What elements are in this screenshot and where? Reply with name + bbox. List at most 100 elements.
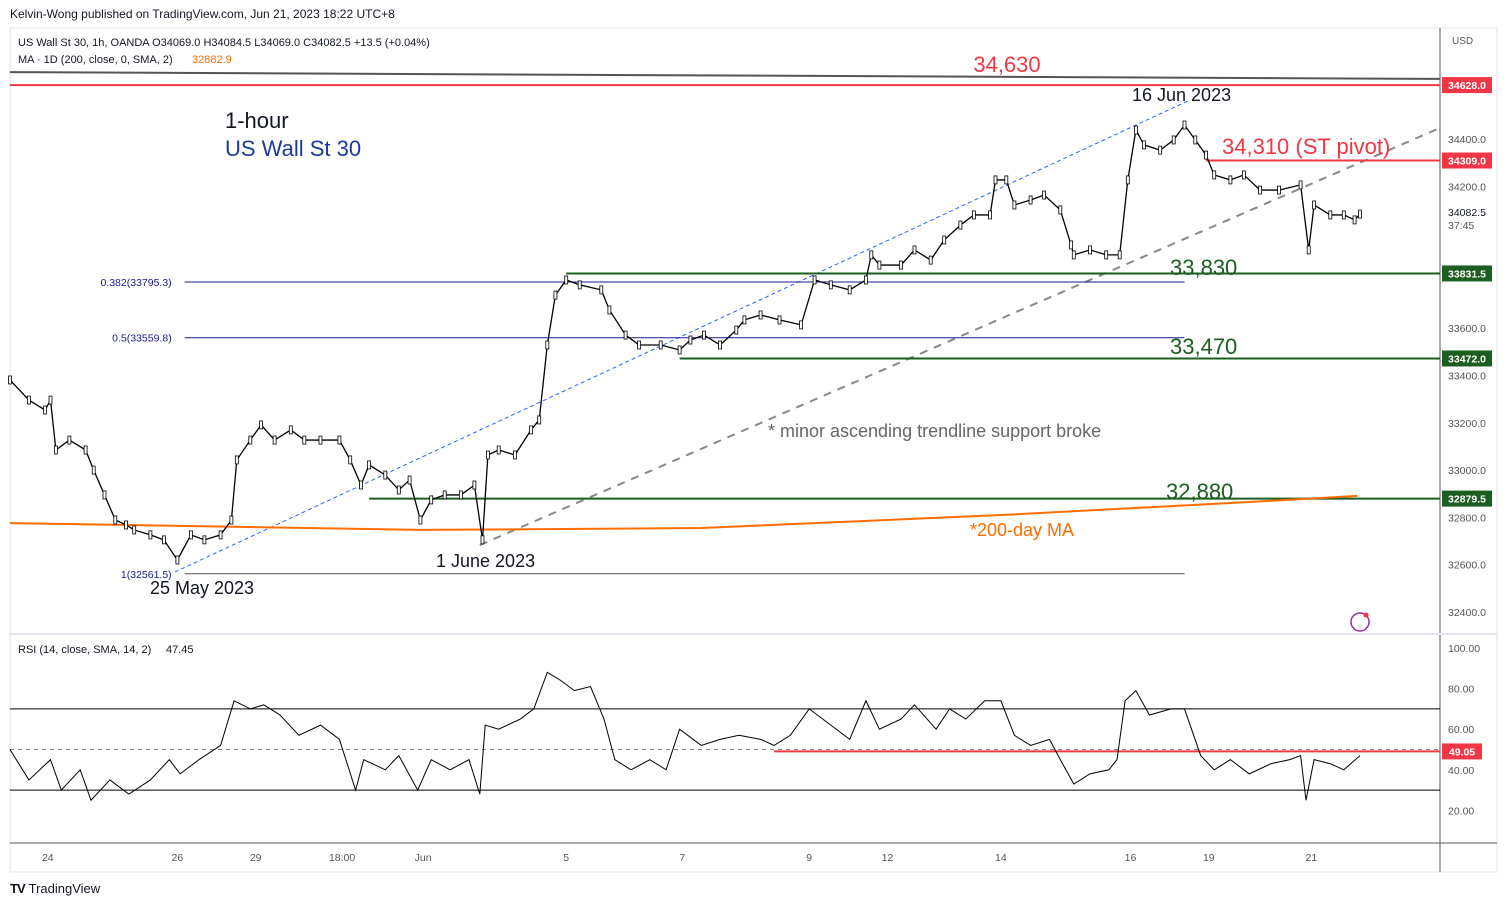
last-price-label: 34082.5 <box>1448 207 1486 219</box>
price-tick-label: 33200.0 <box>1448 418 1486 430</box>
price-tick-label: 33400.0 <box>1448 371 1486 383</box>
ma-legend-value: 32882.9 <box>192 54 232 66</box>
time-tick-label: 9 <box>806 852 812 864</box>
rsi-level-badge-text: 49.05 <box>1449 746 1475 758</box>
price-candle <box>513 450 517 460</box>
rsi-legend-label: RSI (14, close, SMA, 14, 2) <box>18 644 151 656</box>
price-candle <box>623 330 628 340</box>
price-candle <box>202 535 207 545</box>
level-annotation-3: 33,470 <box>1170 334 1237 359</box>
price-candle <box>407 475 412 485</box>
logo-text: TradingView <box>28 881 101 896</box>
price-candle <box>702 330 706 340</box>
price-candle <box>1125 175 1130 185</box>
trendline-note: * minor ascending trendline support brok… <box>768 421 1101 441</box>
price-badge-text-2: 33831.5 <box>1448 268 1486 280</box>
price-candle <box>113 515 118 525</box>
price-candle <box>1104 250 1109 260</box>
currency-label: USD <box>1452 36 1473 47</box>
price-candle <box>1358 209 1362 219</box>
price-candle <box>972 210 976 220</box>
price-candle <box>272 435 277 445</box>
price-candle <box>148 530 153 540</box>
price-candle <box>758 310 763 320</box>
price-badge-0 <box>1442 77 1492 94</box>
price-candle <box>864 275 868 285</box>
price-candle <box>1171 135 1176 145</box>
price-candle <box>1328 210 1333 220</box>
price-badge-text-4: 32879.5 <box>1448 494 1486 506</box>
price-candle <box>8 375 12 385</box>
price-candle <box>234 455 239 465</box>
rsi-legend-value: 47.45 <box>166 644 194 656</box>
minor-ascending-trendline <box>479 126 1441 546</box>
timeframe-annotation: 1-hour <box>225 108 289 133</box>
price-candle <box>188 530 193 540</box>
price-candle <box>928 255 933 265</box>
price-candle <box>1158 145 1163 155</box>
time-tick-label: 19 <box>1203 852 1215 864</box>
price-candle <box>734 325 739 335</box>
tv-logo-icon: TV <box>10 881 26 896</box>
price-candle <box>1277 185 1281 195</box>
price-candle <box>828 280 833 290</box>
price-candle <box>67 435 72 445</box>
fib-level-label: 1(32561.5) <box>121 569 172 581</box>
price-candle <box>912 245 917 255</box>
price-badge-text-3: 33472.0 <box>1448 353 1486 365</box>
rsi-series-line <box>9 671 1361 802</box>
time-tick-label: 5 <box>563 852 569 864</box>
price-candle <box>1117 250 1122 260</box>
price-candle <box>43 405 47 415</box>
price-candle <box>847 285 852 295</box>
price-candle <box>637 340 641 350</box>
price-candle <box>337 435 342 445</box>
level-annotation-0: 34,630 <box>973 52 1040 77</box>
price-candle <box>54 445 58 455</box>
time-tick-label: 21 <box>1306 852 1318 864</box>
price-tick-label: 32600.0 <box>1448 560 1486 572</box>
price-tick-label: 32400.0 <box>1448 607 1486 619</box>
price-candle <box>396 485 401 495</box>
time-tick-label: 24 <box>42 852 54 864</box>
price-candle <box>688 335 693 345</box>
price-candle <box>1312 200 1316 210</box>
price-candle <box>1142 140 1146 150</box>
tradingview-logo[interactable]: TV TradingView <box>10 881 100 896</box>
price-candle <box>1069 240 1073 250</box>
price-tick-label: 33600.0 <box>1448 323 1486 335</box>
ma-note: *200-day MA <box>970 520 1074 540</box>
price-candle <box>132 525 137 535</box>
price-candle <box>288 425 293 435</box>
time-tick-label: 12 <box>882 852 894 864</box>
price-candle <box>1306 245 1311 255</box>
rsi-tick-label: 100.00 <box>1448 643 1480 655</box>
time-tick-label: Jun <box>415 852 432 864</box>
level-annotation-1: 34,310 (ST pivot) <box>1222 134 1390 159</box>
price-tick-label: 34200.0 <box>1448 181 1486 193</box>
price-series-line <box>9 123 1361 562</box>
price-candle <box>1204 150 1208 160</box>
lightning-alert-icon[interactable] <box>1350 612 1370 632</box>
price-candle <box>367 460 372 470</box>
time-tick-label: 29 <box>250 852 262 864</box>
price-candle <box>91 465 96 475</box>
price-candle <box>124 520 128 530</box>
price-candle <box>418 515 423 525</box>
price-candle <box>1028 195 1033 205</box>
publish-attribution: Kelvin-Wong published on TradingView.com… <box>10 7 395 21</box>
price-candle <box>1242 170 1246 180</box>
price-candle <box>1298 180 1303 190</box>
price-candle <box>1012 200 1017 210</box>
price-candle <box>869 250 874 260</box>
low-date-annotation-1: 1 June 2023 <box>436 551 535 571</box>
price-candle <box>496 445 501 455</box>
price-candle <box>218 530 223 540</box>
time-tick-label: 7 <box>679 852 685 864</box>
price-tick-label: 34400.0 <box>1448 134 1486 146</box>
price-candle <box>1134 125 1138 135</box>
countdown-label: 37:45 <box>1448 220 1474 232</box>
price-candle <box>161 535 166 545</box>
price-candle <box>958 220 963 230</box>
